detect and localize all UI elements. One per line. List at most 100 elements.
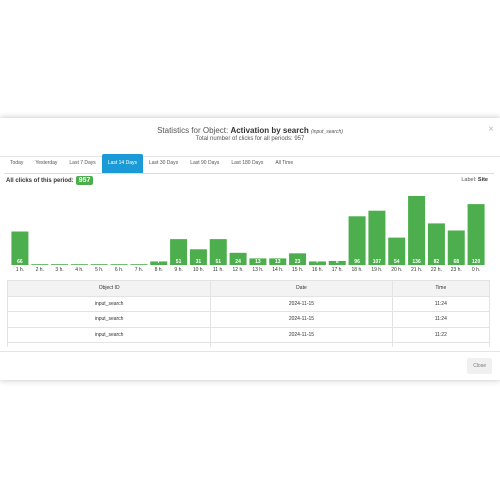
tab[interactable]: Yesterday <box>35 160 58 166</box>
tabs: Today Yesterday Last 7 Days Last 14 Days Las… <box>4 154 494 174</box>
tab[interactable]: Last 90 Days <box>190 160 220 166</box>
modal-title: Statistics for Object: Activation by sea… <box>0 126 500 135</box>
bar-value-label: 13 <box>275 259 281 265</box>
label-prefix: Label: <box>461 177 477 183</box>
x-tick-label: 18 h. <box>352 267 363 273</box>
bar <box>249 258 267 265</box>
x-tick-label: 3 h. <box>55 267 63 273</box>
chart: 66 1 h. 2 h. 3 h. 4 h. 5 h. 6 h. 7 h. 7 8 h. 51 9 h… <box>11 196 485 273</box>
bar <box>170 239 188 265</box>
table-cell: input_search <box>7 295 212 312</box>
x-tick-label: 6 h. <box>115 267 123 273</box>
bar <box>209 239 227 265</box>
table-row: input_search 2024-11-15 11:24 <box>7 311 490 328</box>
table-cell: 2024-11-15 <box>210 311 393 328</box>
x-tick-label: 2 h. <box>36 267 44 273</box>
bar <box>388 237 406 265</box>
bar <box>110 264 128 265</box>
bar <box>51 264 69 265</box>
bar-value-label: 82 <box>434 259 440 265</box>
bar-value-label: 51 <box>176 259 182 265</box>
x-tick-label: 11 h. <box>213 267 224 273</box>
table-cell: 11:22 <box>391 342 490 347</box>
table-header: Object ID Date Time <box>7 280 490 297</box>
table-cell: 11:24 <box>391 295 490 312</box>
x-tick-label: 16 h. <box>312 267 323 273</box>
bar <box>11 231 29 265</box>
x-tick-label: 21 h. <box>411 267 422 273</box>
close-button[interactable]: Close <box>467 358 492 374</box>
bar <box>90 264 108 265</box>
x-tick-label: 22 h. <box>431 267 442 273</box>
bar <box>447 230 465 265</box>
total-badge: 957 <box>75 176 94 185</box>
x-tick-label: 15 h. <box>292 267 303 273</box>
bar <box>130 264 148 265</box>
tab[interactable]: Today <box>10 160 24 166</box>
table-cell: 11:24 <box>391 311 490 328</box>
bar <box>328 260 346 265</box>
x-tick-label: 14 h. <box>272 267 283 273</box>
bar <box>467 204 485 265</box>
tab[interactable]: Last 14 Days <box>101 154 143 173</box>
bar-value-label: 51 <box>215 259 221 265</box>
bar-value-label: 24 <box>235 259 241 265</box>
tab[interactable]: Last 180 Days <box>231 160 264 166</box>
table-cell: input_search <box>7 342 212 347</box>
bar <box>269 258 287 265</box>
period-label: All clicks of this period: <box>6 178 74 184</box>
x-tick-label: 19 h. <box>371 267 382 273</box>
bar <box>368 210 386 265</box>
table-wrap: Object ID Date Time input_search 2024-11-15 1… <box>7 280 490 347</box>
table-cell: 2024-11-15 <box>210 326 393 343</box>
subtitle: Total number of clicks for all periods: … <box>195 136 305 142</box>
bar <box>348 216 366 265</box>
table: Object ID Date Time input_search 2024-11-15 1… <box>7 280 490 347</box>
title-name: Activation by search <box>230 126 309 135</box>
bar-value-label: 7 <box>157 259 160 265</box>
x-tick-label: 20 h. <box>391 267 402 273</box>
x-tick-label: 13 h. <box>252 267 263 273</box>
bar <box>308 261 326 265</box>
bar-value-label: 8 <box>336 259 339 265</box>
bar-value-label: 120 <box>472 259 481 265</box>
x-tick-label: 4 h. <box>75 267 83 273</box>
table-cell: 2024-11-15 <box>210 295 393 312</box>
table-cell: 11:22 <box>391 326 490 343</box>
bar-value-label: 96 <box>354 259 360 265</box>
x-tick-label: 12 h. <box>233 267 244 273</box>
label-info: Label: Site <box>461 177 488 183</box>
column-header: Date <box>210 280 393 297</box>
column-header: Time <box>391 280 490 297</box>
bar <box>408 196 426 265</box>
column-header: Object ID <box>7 280 212 297</box>
period-total: All clicks of this period: 957 <box>6 176 94 185</box>
modal-header: Statistics for Object: Activation by sea… <box>0 118 500 157</box>
x-tick-label: 10 h. <box>193 267 204 273</box>
tab[interactable]: All Time <box>275 160 294 166</box>
bar <box>229 252 247 265</box>
x-tick-label: 7 h. <box>135 267 143 273</box>
x-tick-label: 17 h. <box>332 267 343 273</box>
bar-value-label: 68 <box>453 259 459 265</box>
tab[interactable]: Last 30 Days <box>149 160 179 166</box>
close-icon[interactable]: × <box>488 124 494 135</box>
title-id: (input_search) <box>310 129 343 135</box>
bar <box>189 249 207 265</box>
table-body: input_search 2024-11-15 11:24 input_search 2… <box>7 295 490 347</box>
x-tick-label: 5 h. <box>95 267 103 273</box>
table-cell: input_search <box>7 326 212 343</box>
bar <box>70 264 88 265</box>
bar <box>31 264 49 265</box>
bar-value-label: 23 <box>295 259 301 265</box>
bar-value-label: 31 <box>196 259 202 265</box>
table-cell: input_search <box>7 311 212 328</box>
table-cell: 2024-11-15 <box>210 342 393 347</box>
x-tick-label: 8 h. <box>155 267 163 273</box>
tab[interactable]: Last 7 Days <box>69 160 96 166</box>
bar <box>427 223 445 265</box>
x-tick-label: 0 h. <box>472 267 480 273</box>
